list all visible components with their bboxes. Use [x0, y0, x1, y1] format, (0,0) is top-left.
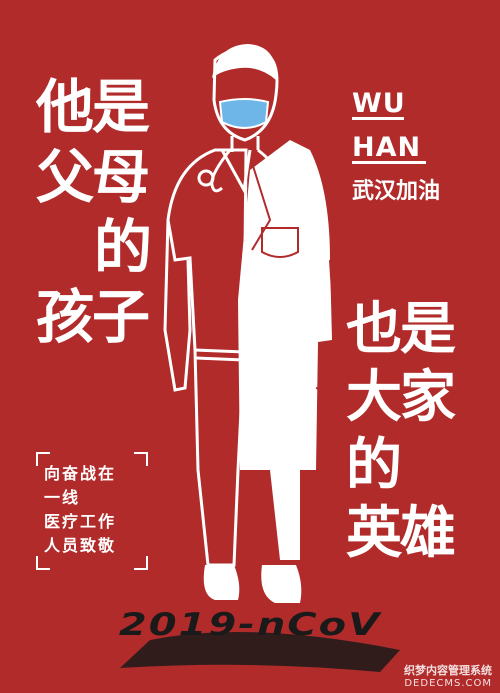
watermark: 织梦内容管理系统 DEDECMS.COM [404, 662, 492, 689]
right-shoe [261, 565, 302, 603]
tribute-line: 人员致敬 [44, 536, 117, 555]
wuhan-line-1: WU [352, 88, 406, 119]
scrub-top [166, 148, 248, 354]
left-arm [163, 219, 192, 392]
corner-bracket [36, 452, 50, 466]
left-title: 他是 父母 的 孩子 [36, 72, 166, 352]
right-title-line: 也是 [346, 297, 456, 362]
stethoscope [210, 148, 288, 214]
face-mask [218, 98, 270, 129]
ncov-ground-text: 2019-nCoV [118, 607, 382, 643]
wuhan-block: WU HAN 武汉加油 [352, 82, 440, 214]
scrub-pants [193, 349, 246, 567]
wuhan-line-2: HAN [352, 132, 422, 163]
right-title-line: 大家 [346, 365, 456, 430]
left-title-line: 孩子 [36, 283, 150, 351]
watermark-line-2: DEDECMS.COM [404, 678, 492, 689]
cap [212, 44, 277, 80]
tribute-line: 医疗工作 [44, 512, 117, 531]
right-arm [315, 259, 337, 392]
right-title-line: 的 [346, 433, 402, 498]
left-title-line: 他是 [36, 73, 150, 141]
right-title: 也是 大家 的 英雄 [346, 296, 476, 568]
han-underline [352, 161, 426, 164]
wuhan-cheer: 武汉加油 [352, 179, 441, 204]
wu-underline [352, 117, 404, 120]
left-shoe [203, 565, 240, 600]
left-title-line: 的 [94, 213, 152, 281]
tribute-line: 向奋战在 [44, 464, 117, 483]
coat-pocket [261, 227, 299, 258]
corner-bracket [134, 452, 148, 466]
watermark-line-1: 织梦内容管理系统 [404, 664, 492, 677]
corner-bracket [36, 556, 50, 570]
tribute-text: 向奋战在 一线 医疗工作 人员致敬 [44, 462, 144, 558]
tribute-box: 向奋战在 一线 医疗工作 人员致敬 [36, 452, 148, 570]
left-title-line: 父母 [36, 143, 150, 211]
tribute-line: 一线 [44, 488, 81, 507]
right-title-line: 英雄 [346, 501, 456, 566]
ground-shadow [120, 632, 400, 672]
corner-bracket [134, 556, 148, 570]
